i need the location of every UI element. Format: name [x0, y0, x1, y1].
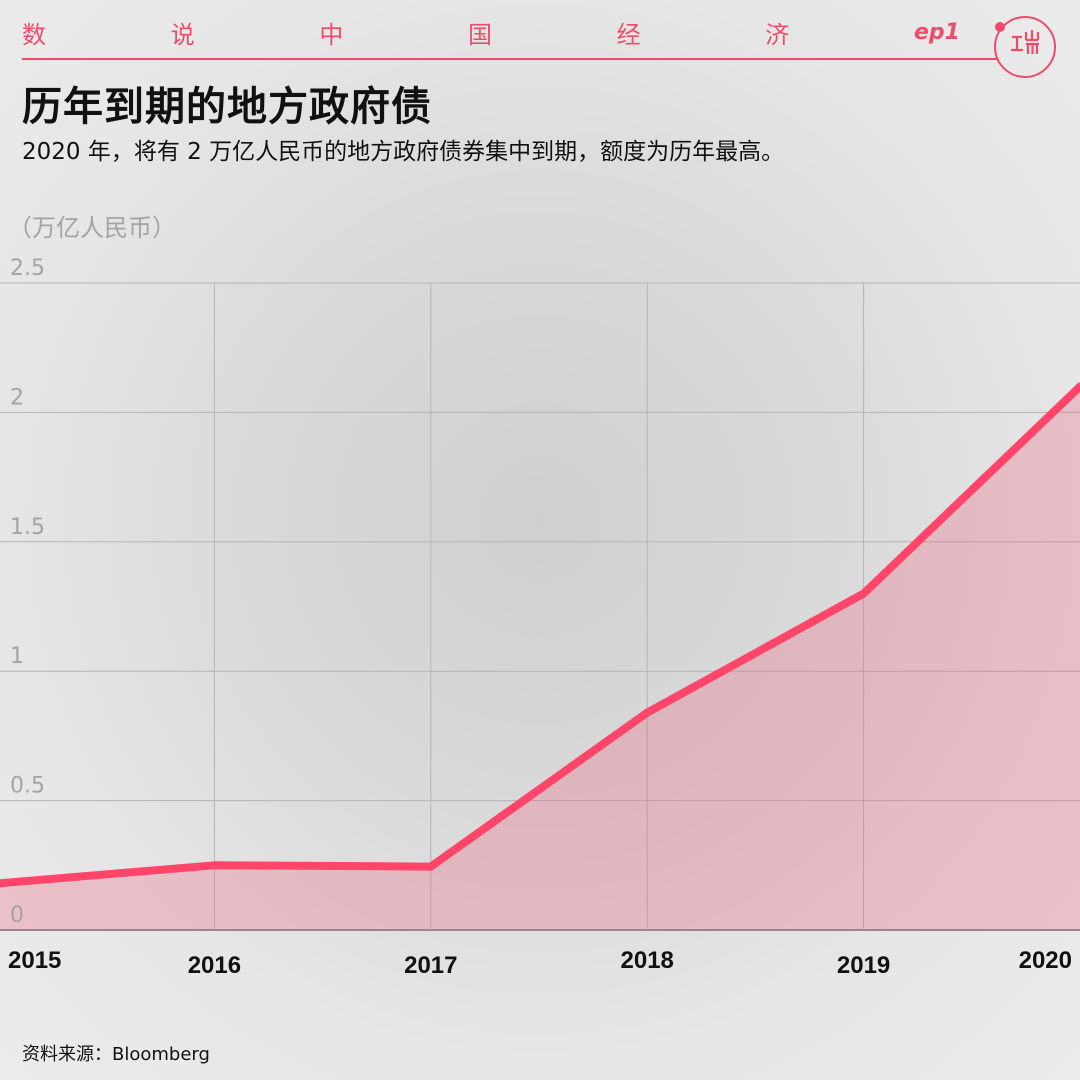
area-chart: 0 0.5 1 1.5 2 2.5 2015 2016 2017 2018 2019 2020	[0, 256, 1080, 979]
y-tick-label: 0.5	[10, 774, 45, 799]
brand-logo-icon	[994, 16, 1056, 78]
data-point	[859, 589, 868, 598]
y-tick-label: 1.5	[10, 515, 45, 540]
y-tick-label: 2.5	[10, 256, 45, 281]
y-tick-label: 1	[10, 644, 24, 669]
y-tick-label: 0	[10, 903, 24, 928]
logo-dot	[995, 22, 1005, 32]
series-char: 说	[170, 20, 195, 49]
data-point	[1076, 382, 1080, 391]
series-char: 中	[319, 20, 344, 49]
series-char: 数	[22, 20, 46, 49]
logo-glyph-icon	[1011, 30, 1040, 54]
series-title: 数 说 中 国 经 济 ep1	[22, 14, 962, 50]
x-tick-label: 2015	[8, 947, 61, 974]
x-tick-label: 2017	[404, 952, 457, 979]
page-title: 历年到期的地方政府债	[22, 84, 432, 130]
x-tick-label: 2016	[188, 952, 241, 979]
series-area-fill	[0, 386, 1080, 930]
data-point	[210, 861, 219, 870]
data-point	[426, 862, 435, 871]
data-point	[0, 879, 2, 887]
series-char: 国	[467, 20, 492, 49]
episode-label: ep1	[913, 19, 960, 45]
header-divider	[22, 58, 997, 60]
y-tick-label: 2	[10, 385, 24, 410]
page-subtitle: 2020 年，将有 2 万亿人民币的地方政府债券集中到期，额度为历年最高。	[22, 139, 785, 165]
source-note: 资料来源：Bloomberg	[22, 1044, 210, 1065]
series-char: 济	[765, 20, 790, 49]
x-tick-label: 2019	[837, 952, 890, 979]
series-char: 经	[616, 20, 641, 49]
series-line	[0, 382, 1080, 888]
y-axis-unit-label: （万亿人民币）	[8, 214, 176, 242]
data-point	[643, 708, 652, 717]
x-tick-label: 2018	[621, 947, 674, 974]
x-tick-label: 2020	[1019, 947, 1072, 974]
